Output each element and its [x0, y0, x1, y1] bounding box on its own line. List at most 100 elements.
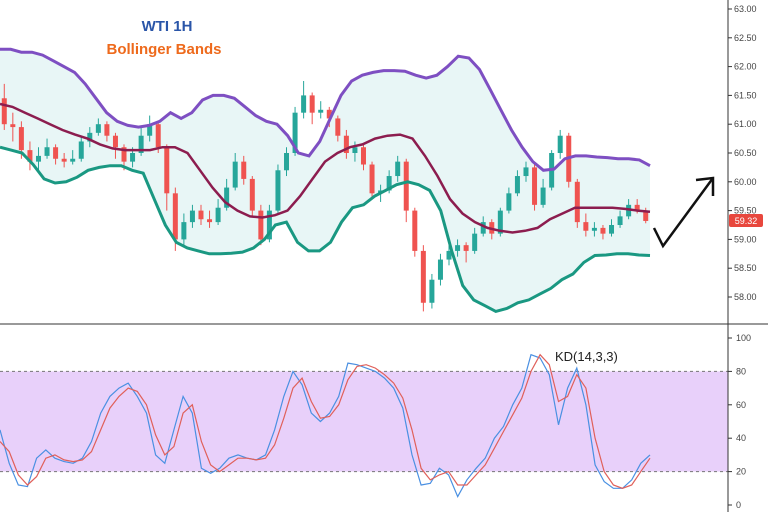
price-tick-label: 62.00 [734, 62, 757, 72]
candle-body [506, 193, 512, 211]
kd-tick-label: 40 [736, 433, 746, 443]
candle-body [403, 161, 409, 211]
price-tick-label: 59.00 [734, 234, 757, 244]
candle-body [540, 187, 546, 205]
candle-body [412, 210, 418, 251]
last-price-label: 59.32 [735, 216, 758, 226]
kd-tick-label: 20 [736, 467, 746, 477]
candle-body [53, 147, 59, 159]
candle-body [335, 118, 341, 136]
candle-body [514, 176, 520, 194]
forecast-arrow-head [695, 176, 715, 196]
price-tick-label: 60.50 [734, 148, 757, 158]
candle-body [634, 204, 640, 211]
candle-body [574, 181, 580, 223]
candle-body [27, 150, 33, 162]
forecast-arrow [652, 177, 715, 249]
kd-tick-label: 0 [736, 500, 741, 510]
candle-body [292, 112, 298, 153]
candle-body [301, 95, 307, 113]
candle-body [207, 219, 213, 223]
candle-body [1, 98, 7, 125]
candle-body [429, 279, 435, 303]
chart-title: WTI 1H [142, 18, 193, 35]
candle-body [112, 135, 118, 148]
candle-body [591, 227, 597, 231]
chart-subtitle: Bollinger Bands [106, 41, 221, 58]
band-fill [0, 49, 650, 312]
candle-body [266, 210, 272, 240]
candle-body [10, 124, 16, 128]
price-tick-label: 61.50 [734, 90, 757, 100]
candle-body [437, 259, 443, 280]
candle-body [446, 250, 452, 260]
candle-body [35, 155, 41, 162]
candle-body [369, 164, 375, 194]
candle-body [181, 222, 187, 240]
kd-tick-label: 80 [736, 366, 746, 376]
candle-body [172, 193, 178, 240]
candle-body [61, 158, 67, 162]
kd-panel [0, 353, 728, 498]
candle-body [147, 124, 153, 136]
candle-body [318, 109, 324, 113]
candle-body [609, 225, 615, 234]
middle-band-line [0, 102, 651, 234]
candle-body [87, 132, 93, 142]
kd-tick-label: 100 [736, 333, 751, 343]
price-tick-label: 60.00 [734, 177, 757, 187]
candle-body [480, 222, 486, 234]
price-tag-background [729, 214, 763, 227]
candle-body [78, 141, 84, 159]
candle-body [121, 147, 127, 162]
price-tick-label: 61.00 [734, 119, 757, 129]
candle-body [284, 153, 290, 171]
candle-body [215, 207, 221, 223]
candle-body [95, 124, 101, 133]
kd-tick-label: 60 [736, 400, 746, 410]
candle-body [189, 210, 195, 223]
candle-body [557, 135, 563, 153]
price-tick-label: 58.00 [734, 292, 757, 302]
candle-body [164, 147, 170, 194]
candle-body [395, 161, 401, 177]
candle-body [198, 210, 204, 220]
kd-d-line [0, 353, 651, 489]
candle-body [232, 161, 238, 188]
candle-body [309, 95, 315, 113]
candle-body [138, 135, 144, 153]
kd-indicator-label: KD(14,3,3) [555, 349, 618, 364]
candle-body [18, 127, 24, 151]
lower-band-line [0, 145, 651, 313]
candle-body [343, 135, 349, 153]
price-tick-label: 58.50 [734, 263, 757, 273]
candle-body [386, 176, 392, 191]
candle-body [241, 161, 247, 179]
candle-body [497, 210, 503, 234]
candle-body [352, 147, 358, 153]
candle-body [130, 153, 136, 162]
price-tick-label: 63.00 [734, 4, 757, 14]
candle-body [463, 245, 469, 251]
candle-body [155, 124, 161, 148]
candle-body [420, 250, 426, 303]
candle-body [249, 178, 255, 211]
candle-body [532, 167, 538, 205]
candle-body [617, 216, 623, 225]
candle-body [523, 167, 529, 177]
kd-range-band [0, 371, 728, 472]
candle-body [275, 170, 281, 211]
price-tag: 59.32 [729, 214, 763, 227]
candle-body [455, 245, 461, 251]
candle-body [44, 147, 50, 156]
candle-body [472, 233, 478, 251]
candle-body [104, 124, 110, 136]
price-tick-label: 62.50 [734, 33, 757, 43]
candle-body [258, 210, 264, 240]
candle-body [643, 210, 649, 221]
price-panel [0, 47, 651, 313]
price-tick-label: 59.50 [734, 206, 757, 216]
candle-body [600, 227, 606, 234]
